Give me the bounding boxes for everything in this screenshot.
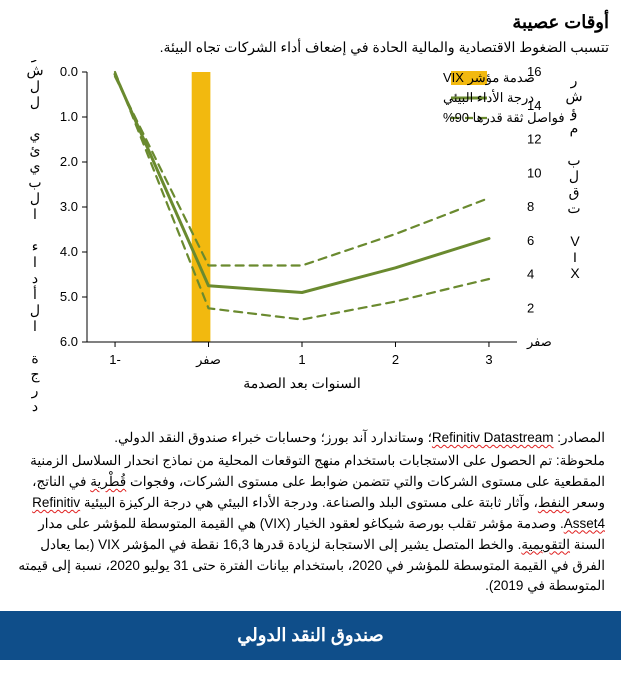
series-line [115,77,489,266]
legend-label-shock: صدمة مؤشر VIX [443,70,535,86]
note-prefix: ملحوظة: [552,453,605,468]
svg-text:صفر: صفر [526,334,552,350]
svg-text:0.0: 0.0 [60,64,78,79]
y-right-title: تقلب مؤشر VIX [567,73,583,281]
svg-text:6.0: 6.0 [60,334,78,349]
note-part1c: ، وآثار ثابتة على مستوى البلد والصناعة. … [80,495,538,510]
series-line [115,74,489,292]
footer-bar: صندوق النقد الدولي [0,611,621,660]
note-naft: النفط [538,495,570,510]
svg-text:6: 6 [527,233,534,248]
chart: 0.01.02.03.04.05.06.0صفر2468101214161-صف… [12,60,609,420]
svg-text:2.0: 2.0 [60,154,78,169]
note-part3: . والخط المتصل يشير إلى الاستجابة لزيادة… [18,537,605,594]
svg-text:5.0: 5.0 [60,289,78,304]
page-subtitle: تتسبب الضغوط الاقتصادية والمالية الحادة … [12,39,609,56]
svg-text:2: 2 [527,300,534,315]
series-line [115,72,489,320]
sources-rest: ؛ وستاندارد آند بورز؛ وحسابات خبراء صندو… [114,430,432,445]
svg-text:8: 8 [527,199,534,214]
legend-label-ci: فواصل ثقة قدرها 90% [443,110,565,126]
y-left-title: درجة الأداء البيئي للشركات [28,60,44,415]
footer-text: صندوق النقد الدولي [237,625,383,645]
note-taqwim: التقويمية [521,537,570,552]
shock-band [192,72,211,342]
svg-text:10: 10 [527,165,541,180]
page-title: أوقات عصيبة [12,12,609,33]
note-qutriya: قُطْرية [90,474,126,489]
svg-text:2: 2 [392,352,399,367]
svg-text:4.0: 4.0 [60,244,78,259]
legend-label-main: درجة الأداء البيئي [443,89,534,106]
svg-text:صفر: صفر [195,352,221,368]
caption: المصادر: Refinitiv Datastream؛ وستاندارد… [12,428,609,597]
svg-text:12: 12 [527,132,541,147]
svg-text:1-: 1- [109,352,121,367]
x-axis-title: السنوات بعد الصدمة [243,375,361,392]
sources-link-1: Refinitiv Datastream [432,430,554,445]
svg-text:4: 4 [527,267,534,282]
svg-text:3.0: 3.0 [60,199,78,214]
svg-text:1: 1 [298,352,305,367]
svg-text:1.0: 1.0 [60,109,78,124]
sources-prefix: المصادر: [553,430,605,445]
svg-text:3: 3 [485,352,492,367]
